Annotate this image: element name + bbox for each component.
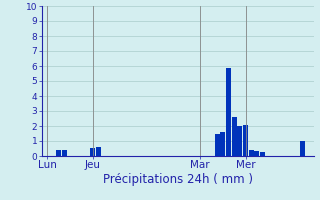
Bar: [260, 152, 265, 156]
Bar: [215, 134, 220, 156]
Bar: [56, 150, 61, 156]
Bar: [232, 117, 237, 156]
Bar: [90, 148, 95, 156]
Bar: [300, 141, 305, 156]
Bar: [237, 126, 243, 156]
Bar: [243, 124, 248, 156]
Bar: [96, 147, 101, 156]
X-axis label: Précipitations 24h ( mm ): Précipitations 24h ( mm ): [103, 173, 252, 186]
Bar: [254, 151, 260, 156]
Bar: [226, 68, 231, 156]
Bar: [62, 150, 67, 156]
Bar: [249, 150, 254, 156]
Bar: [220, 132, 226, 156]
